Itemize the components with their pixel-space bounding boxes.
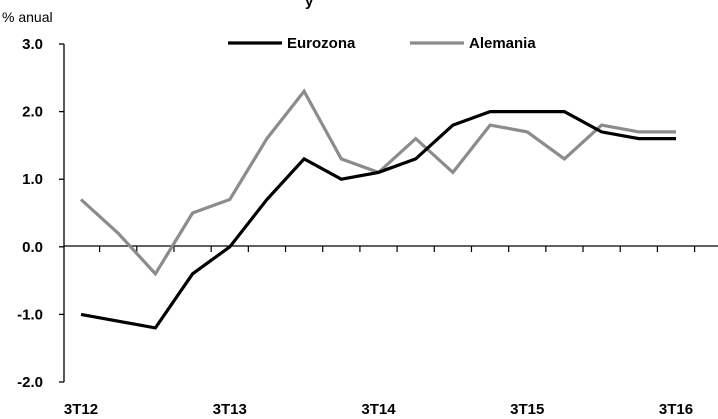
chart-title-fragment: y [305,0,314,10]
y-axis-label: % anual [2,9,53,25]
x-tick-label: 3T14 [361,401,396,418]
x-tick-label: 3T12 [64,401,98,418]
y-tick-label: 0.0 [22,239,43,256]
legend-label-alemania: Alemania [469,35,536,52]
y-tick-label: 2.0 [22,104,43,121]
series-line-eurozona [80,109,676,330]
axes [63,44,718,382]
series-lines [79,88,676,330]
x-tick-label: 3T13 [213,401,247,418]
legend: Eurozona Alemania [228,35,536,52]
y-tick-label: 1.0 [22,171,43,188]
y-tick-label: -2.0 [17,374,43,391]
y-axis-ticks: 3.0 2.0 1.0 0.0 -1.0 -2.0 [17,36,64,391]
x-tick-label: 3T15 [510,401,544,418]
y-tick-label: 3.0 [22,36,43,53]
x-tick-label: 3T16 [659,401,693,418]
y-tick-label: -1.0 [17,306,43,323]
legend-label-eurozona: Eurozona [287,35,356,52]
x-axis-ticks: 3T12 3T13 3T14 3T15 3T16 [64,246,696,418]
